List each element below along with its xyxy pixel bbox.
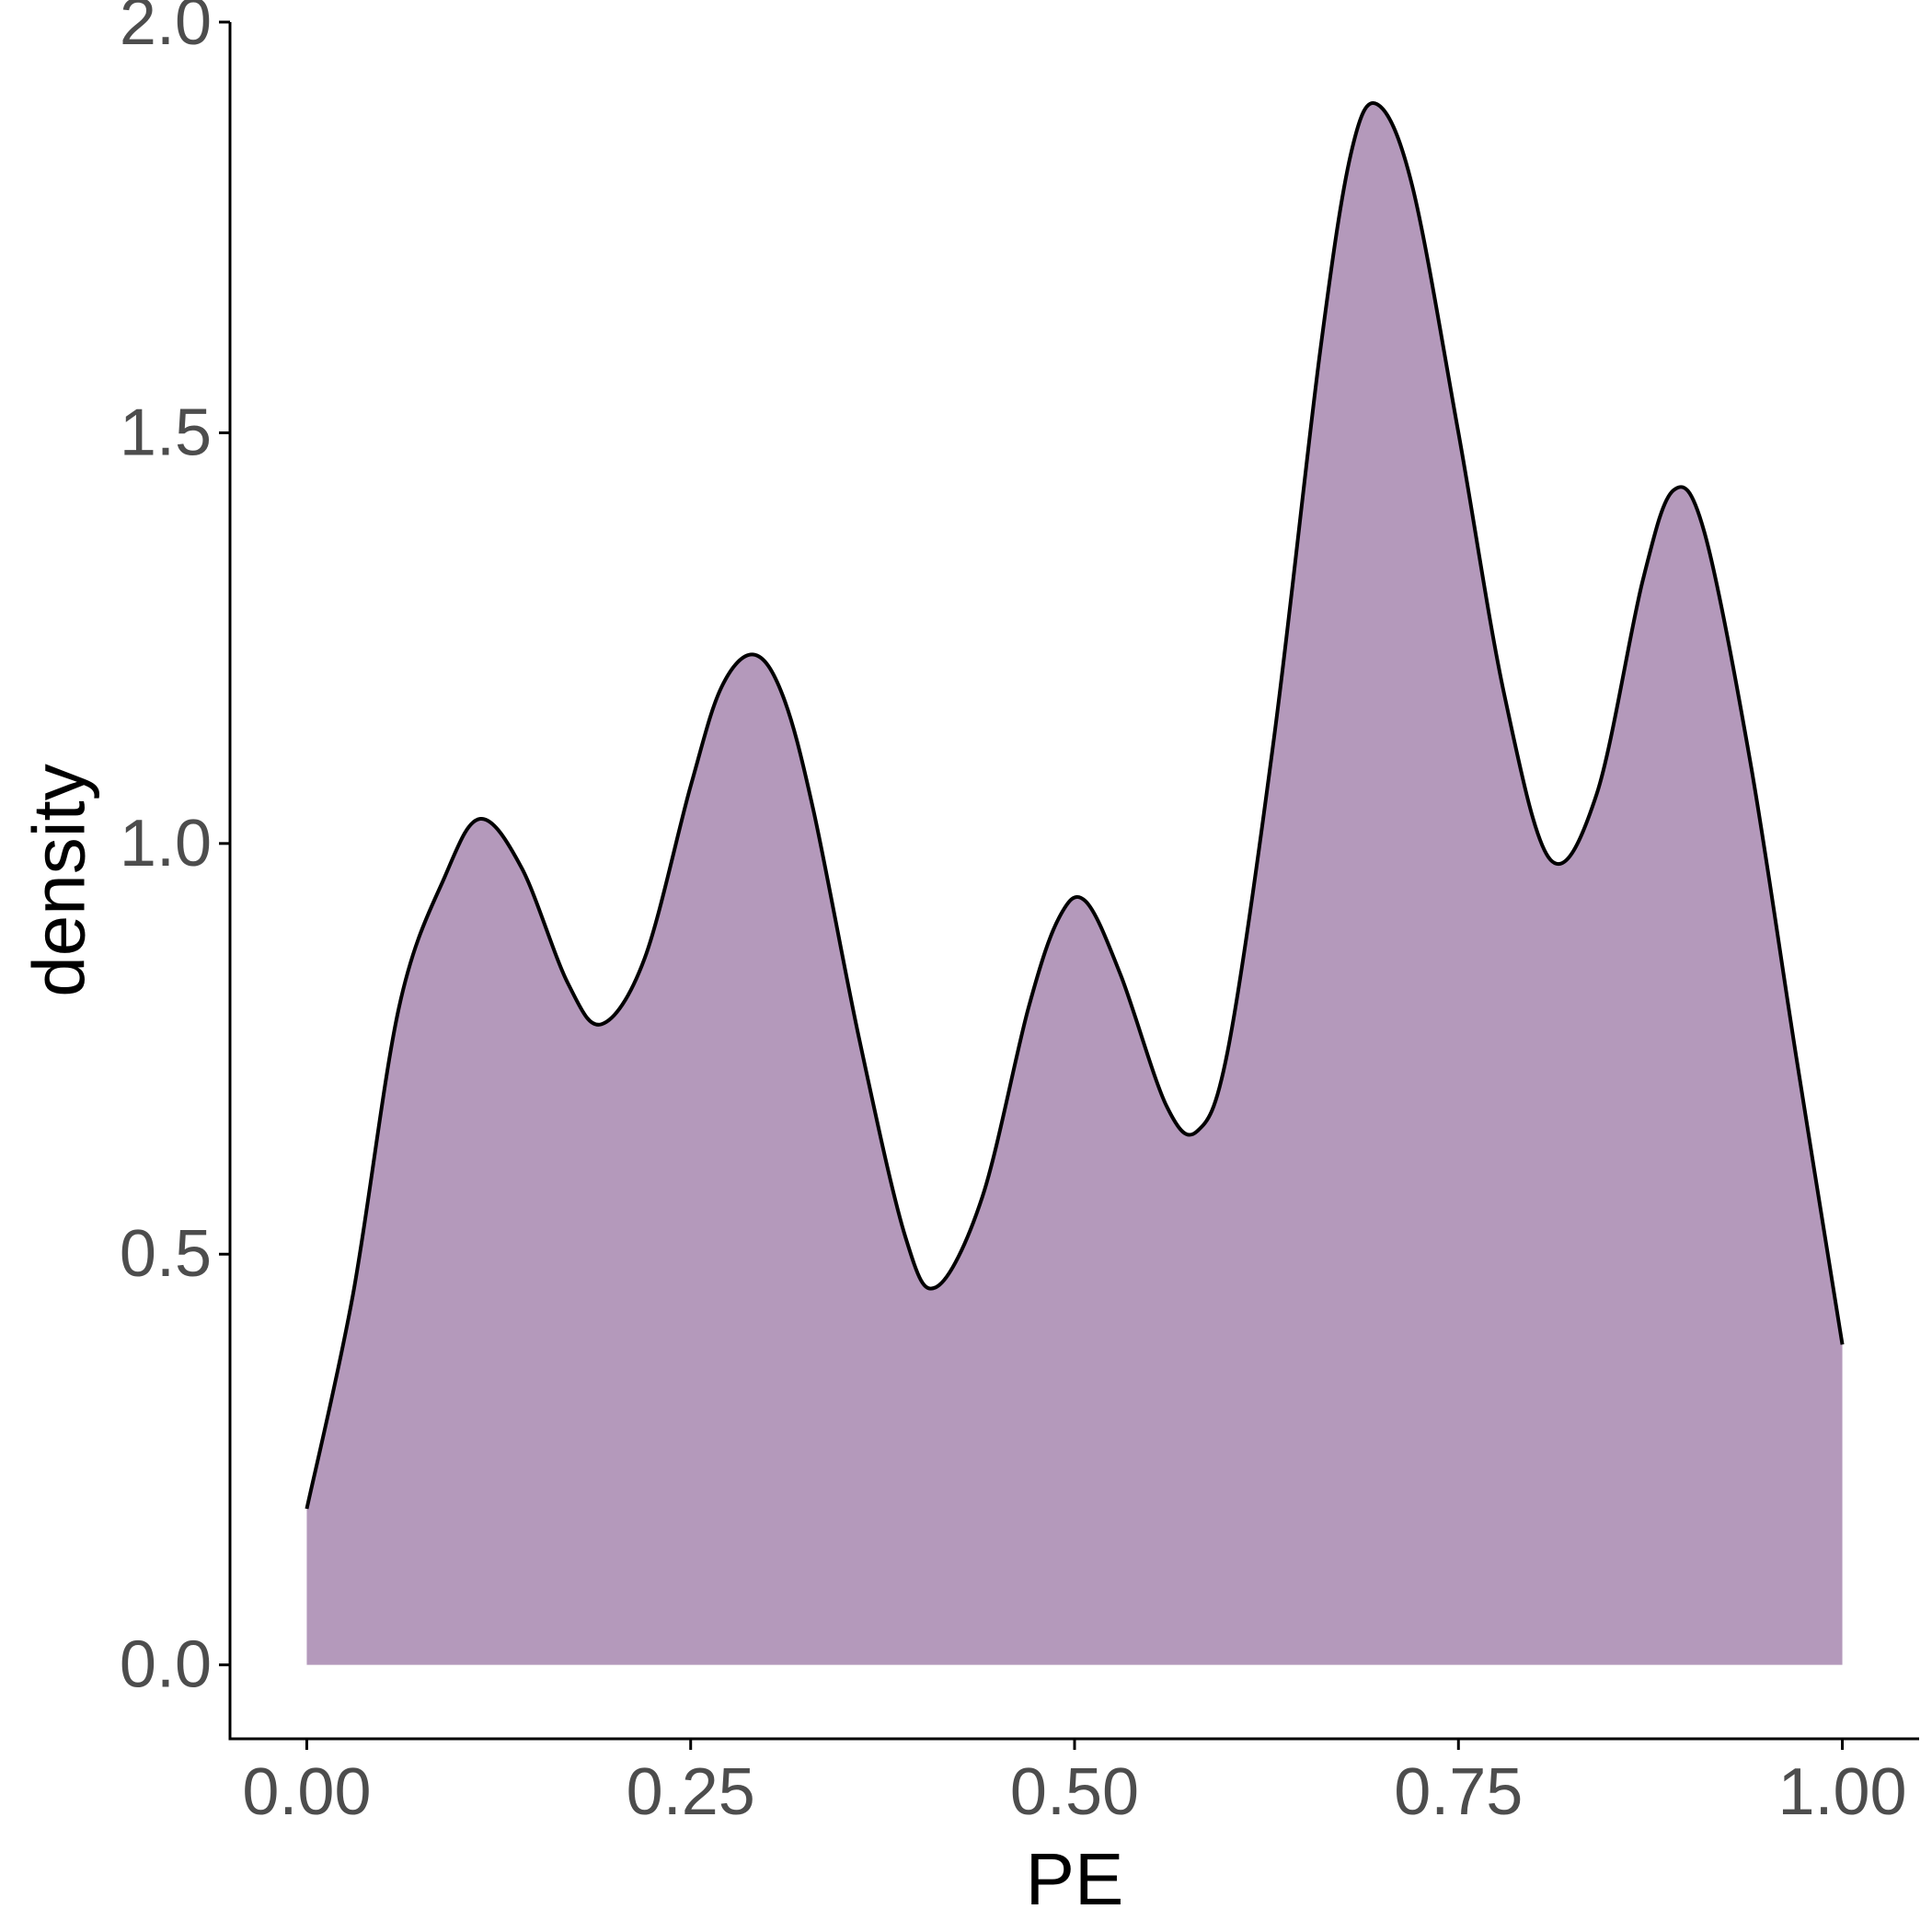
x-tick-label: 0.25 [627, 1755, 755, 1829]
y-tick-label: 1.0 [120, 807, 212, 880]
x-axis-title: PE [1026, 1838, 1124, 1920]
x-tick-label: 0.50 [1010, 1755, 1139, 1829]
x-tick-label: 0.00 [242, 1755, 371, 1829]
x-tick-label: 0.75 [1394, 1755, 1523, 1829]
y-axis-title: density [18, 764, 100, 996]
y-tick-label: 1.5 [120, 396, 212, 469]
y-tick-label: 0.5 [120, 1217, 212, 1291]
density-area [306, 103, 1843, 1665]
x-axis-ticks: 0.00 0.25 0.50 0.75 1.00 [242, 1739, 1907, 1829]
y-axis-ticks: 0.0 0.5 1.0 1.5 2.0 [120, 0, 230, 1702]
density-line [305, 101, 1845, 1510]
y-tick-label: 2.0 [120, 0, 212, 59]
y-tick-label: 0.0 [120, 1628, 212, 1702]
x-tick-label: 1.00 [1777, 1755, 1906, 1829]
plot-area [305, 101, 1845, 1665]
